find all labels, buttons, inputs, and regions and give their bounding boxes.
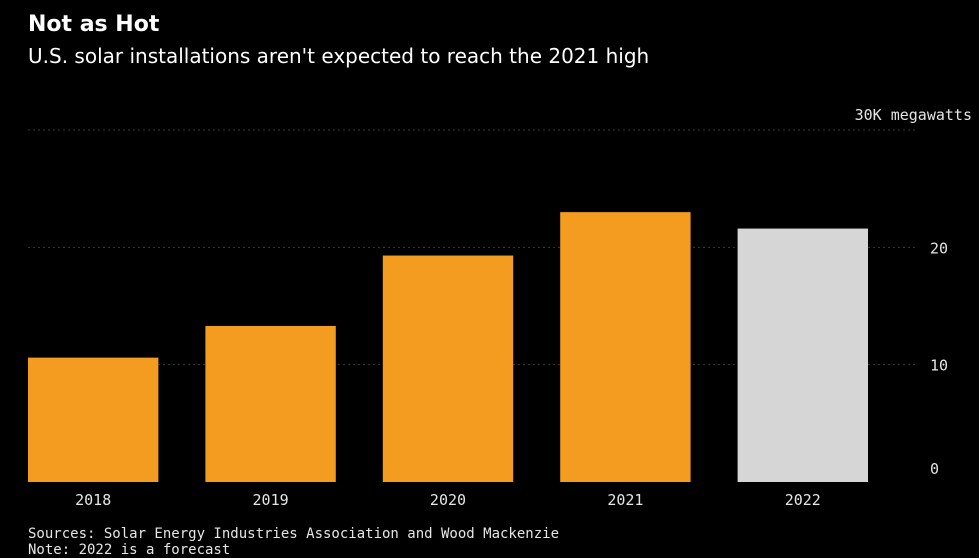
bar-2018 — [28, 357, 159, 482]
bar-2021 — [560, 212, 691, 482]
axis-labels: 0 10 20 30K megawatts 2018 2019 2020 2021 2022 — [75, 106, 972, 509]
x-tick-label: 2021 — [607, 491, 643, 509]
y-tick-label: 20 — [930, 239, 948, 257]
y-tick-label: 10 — [930, 357, 948, 375]
forecast-note: Note: 2022 is a forecast — [28, 542, 231, 558]
x-tick-label: 2020 — [430, 491, 466, 509]
chart-title: Not as Hot — [28, 12, 160, 37]
chart-subtitle: U.S. solar installations aren't expected… — [28, 44, 650, 68]
bars — [28, 212, 868, 482]
x-tick-label: 2019 — [253, 491, 289, 509]
x-tick-label: 2022 — [785, 491, 821, 509]
bar-chart: 0 10 20 30K megawatts 2018 2019 2020 2021 2022 — [28, 106, 972, 509]
bar-2022 — [737, 228, 868, 482]
y-unit-label: 30K megawatts — [855, 106, 972, 124]
y-tick-label: 0 — [930, 460, 939, 478]
source-note: Sources: Solar Energy Industries Associa… — [28, 526, 560, 542]
x-tick-label: 2018 — [75, 491, 111, 509]
bar-2019 — [205, 325, 336, 482]
bar-2020 — [382, 255, 514, 482]
